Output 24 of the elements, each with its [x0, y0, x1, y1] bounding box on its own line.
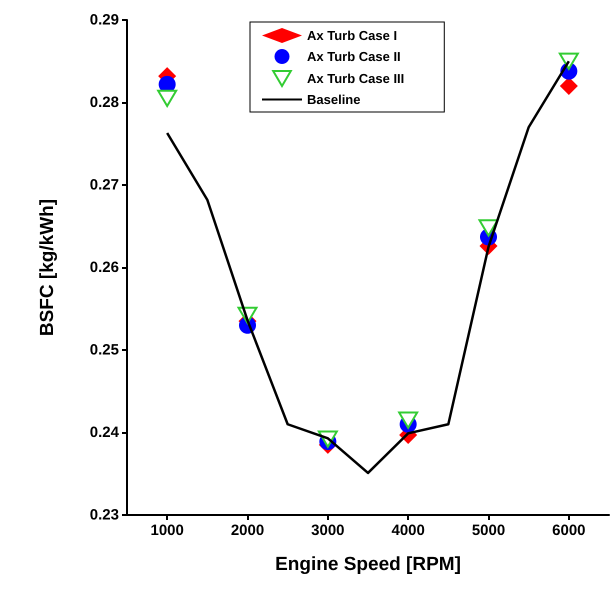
legend-label: Ax Turb Case I	[307, 28, 398, 43]
x-tick-label: 2000	[230, 522, 264, 539]
legend-label: Ax Turb Case II	[307, 49, 401, 64]
y-axis-title: BSFC [kg/kWh]	[37, 198, 58, 336]
point	[560, 77, 578, 95]
y-tick-label: 0.24	[90, 424, 120, 441]
legend-label: Baseline	[307, 92, 360, 107]
x-tick-label: 4000	[391, 522, 425, 539]
y-tick-label: 0.28	[90, 94, 119, 111]
x-tick-label: 5000	[472, 522, 506, 539]
point	[478, 219, 498, 237]
y-tick-label: 0.23	[90, 506, 119, 524]
x-axis-title: Engine Speed [RPM]	[275, 554, 461, 575]
y-tick-label: 0.26	[90, 259, 119, 276]
y-tick-label: 0.29	[90, 12, 119, 28]
x-tick-label: 6000	[552, 522, 586, 539]
point	[558, 52, 579, 70]
point	[398, 411, 418, 429]
legend-label: Ax Turb Case III	[307, 71, 404, 86]
y-tick-label: 0.27	[90, 176, 119, 194]
x-tick-label: 1000	[150, 522, 184, 539]
point	[157, 90, 178, 108]
y-tick-label: 0.25	[90, 342, 119, 358]
x-tick-label: 3000	[311, 522, 345, 539]
